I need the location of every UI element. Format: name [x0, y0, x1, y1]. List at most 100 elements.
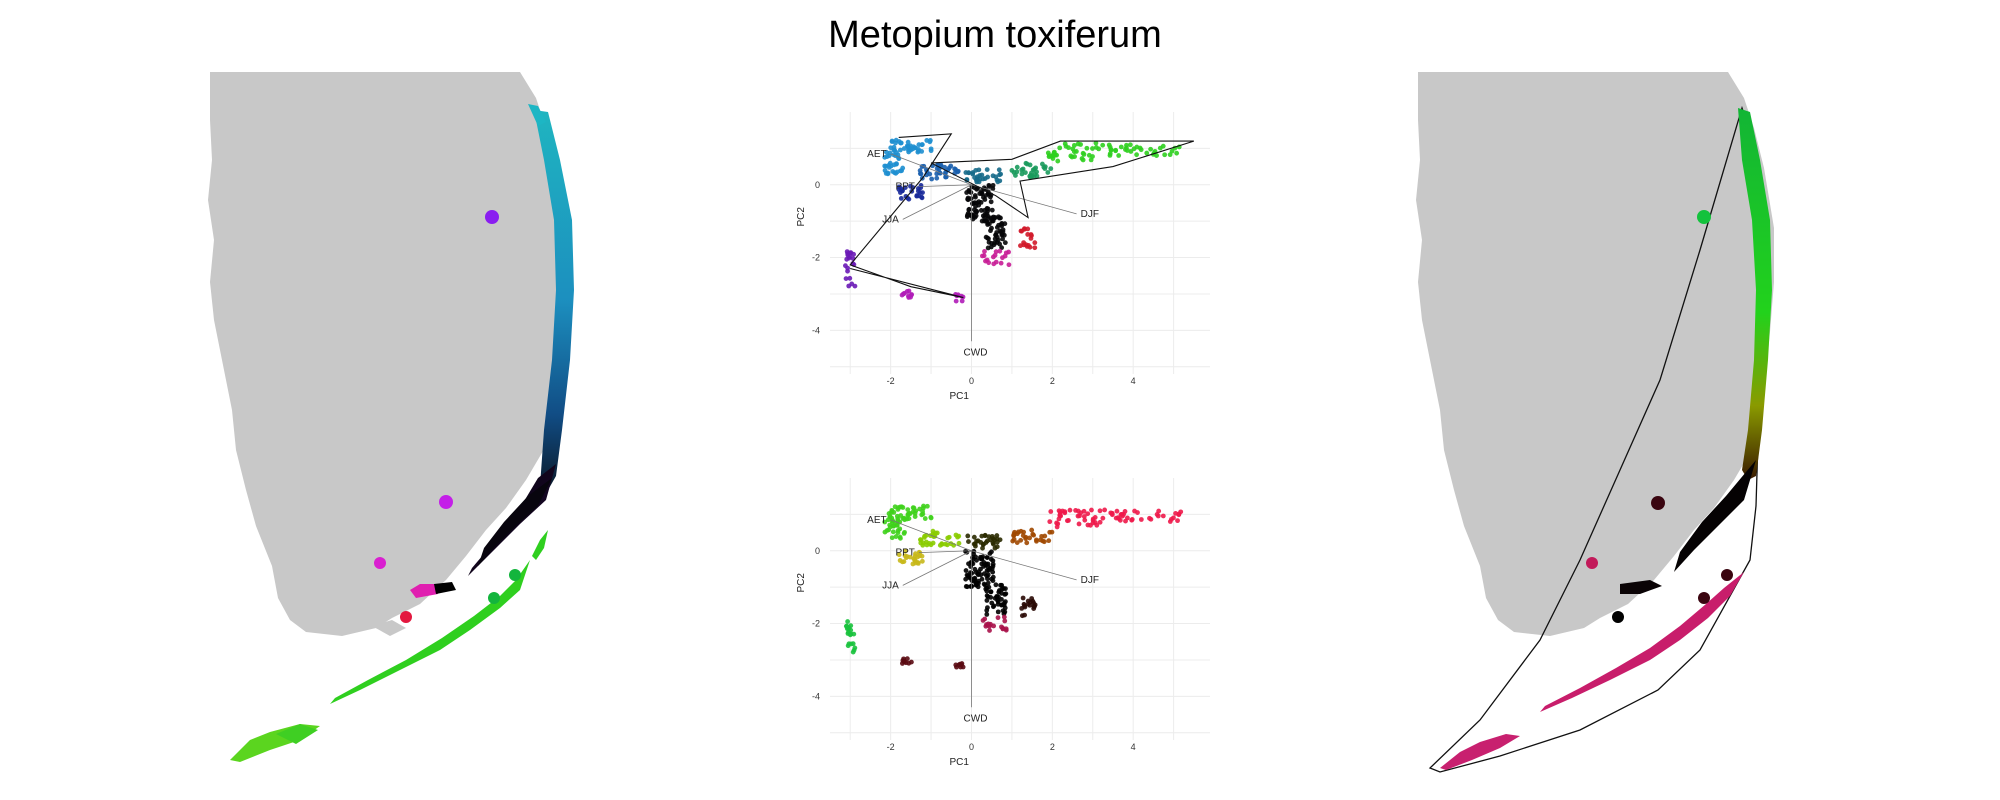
scatter-point [995, 615, 1001, 621]
scatter-point [928, 542, 934, 548]
scatter-point [988, 228, 993, 234]
scatter-point [850, 649, 856, 655]
scatter-point [1039, 161, 1045, 167]
scatter-point [920, 511, 926, 517]
scatter-point [843, 276, 849, 281]
x-tick-label: 4 [1131, 742, 1136, 752]
y-tick-label: -2 [812, 253, 820, 263]
scatter-point [1066, 145, 1071, 151]
scatter-point [984, 167, 990, 172]
scatter-point [942, 164, 948, 170]
scatter-point [1029, 527, 1035, 533]
scatter-point [971, 551, 976, 557]
point-marker [374, 557, 386, 569]
scatter-point [1071, 149, 1077, 155]
scatter-point [979, 191, 985, 197]
scatter-point [917, 506, 923, 512]
scatter-point [847, 275, 853, 281]
scatter-point [1084, 145, 1090, 151]
scatter-point [983, 258, 988, 264]
scatter-point [844, 623, 850, 629]
scatter-point [844, 256, 850, 262]
scatter-point [968, 584, 974, 589]
vector-label: CWD [964, 713, 988, 724]
scatter-point [1047, 529, 1053, 535]
scatter-point [956, 533, 962, 539]
scatter-point [990, 561, 996, 567]
scatter-point [1148, 146, 1154, 152]
scatter-point [981, 560, 987, 565]
scatter-point [883, 149, 889, 155]
scatter-point [983, 212, 989, 218]
scatter-point [972, 566, 978, 572]
south-strip [1620, 580, 1662, 594]
point-marker [1697, 210, 1711, 224]
scatter-point [1057, 145, 1063, 151]
scatter-point [1014, 540, 1020, 546]
scatter-point [984, 588, 990, 594]
scatter-point [906, 196, 912, 202]
scatter-point [882, 519, 888, 525]
scatter-point [910, 561, 916, 567]
vector-label: JJA [882, 580, 899, 591]
scatter-point [894, 169, 900, 175]
scatter-point [912, 556, 917, 562]
scatter-point [1027, 535, 1033, 541]
scatter-point [989, 207, 995, 213]
scatter-point [1078, 510, 1084, 516]
y-tick-label: 0 [815, 546, 820, 556]
scatter-point [1127, 142, 1133, 148]
scatter-point [924, 503, 930, 509]
x-tick-label: 0 [969, 376, 974, 386]
scatter-point [1067, 507, 1073, 513]
scatter-point [990, 569, 996, 575]
scatter-point [992, 240, 998, 246]
scatter-point [1055, 521, 1061, 527]
scatter-point [994, 536, 1000, 542]
scatter-point [1002, 240, 1008, 246]
scatter-point [1025, 601, 1031, 607]
scatter-point [993, 249, 999, 255]
x-tick-label: 4 [1131, 376, 1136, 386]
coastal-band-north-tip [528, 104, 546, 126]
scatter-point [1034, 173, 1040, 179]
scatter-point [1092, 520, 1098, 525]
scatter-point [885, 517, 891, 523]
scatter-point [1023, 536, 1028, 541]
scatter-point [1109, 510, 1115, 516]
scatter-point [1047, 519, 1053, 525]
point-marker [1612, 611, 1624, 623]
scatter-point [1062, 510, 1068, 516]
scatter-point [892, 504, 898, 510]
scatter-point [1055, 158, 1061, 164]
scatter-point [1085, 522, 1091, 528]
scatter-point [966, 207, 972, 213]
scatter-point [984, 612, 990, 617]
scatter-point [993, 174, 999, 180]
scatter-point [986, 184, 992, 189]
scatter-point [928, 514, 934, 520]
scatter-point [1002, 609, 1008, 615]
scatter-point [1003, 586, 1008, 592]
scatter-point [1076, 521, 1082, 527]
scatter-point [981, 571, 987, 577]
keys-chain [230, 530, 548, 762]
scatter-point [1048, 509, 1054, 514]
scatter-point [1032, 245, 1038, 251]
scatter-point [965, 533, 971, 539]
scatter-point [1023, 160, 1029, 166]
vector-label: DJF [1081, 575, 1099, 586]
point-marker [509, 569, 521, 581]
x-tick-label: 2 [1050, 376, 1055, 386]
scatter-point [1018, 537, 1024, 543]
scatter-point [1167, 152, 1173, 158]
scatter-point [1045, 170, 1051, 175]
scatter-point [845, 251, 851, 257]
scatter-point [919, 558, 925, 564]
scatter-point [1175, 518, 1180, 524]
scatter-point [902, 185, 908, 191]
scatter-point [1022, 612, 1028, 618]
scatter-point [882, 529, 888, 535]
scatter-point [1122, 509, 1128, 514]
scatter-point [1019, 171, 1025, 177]
